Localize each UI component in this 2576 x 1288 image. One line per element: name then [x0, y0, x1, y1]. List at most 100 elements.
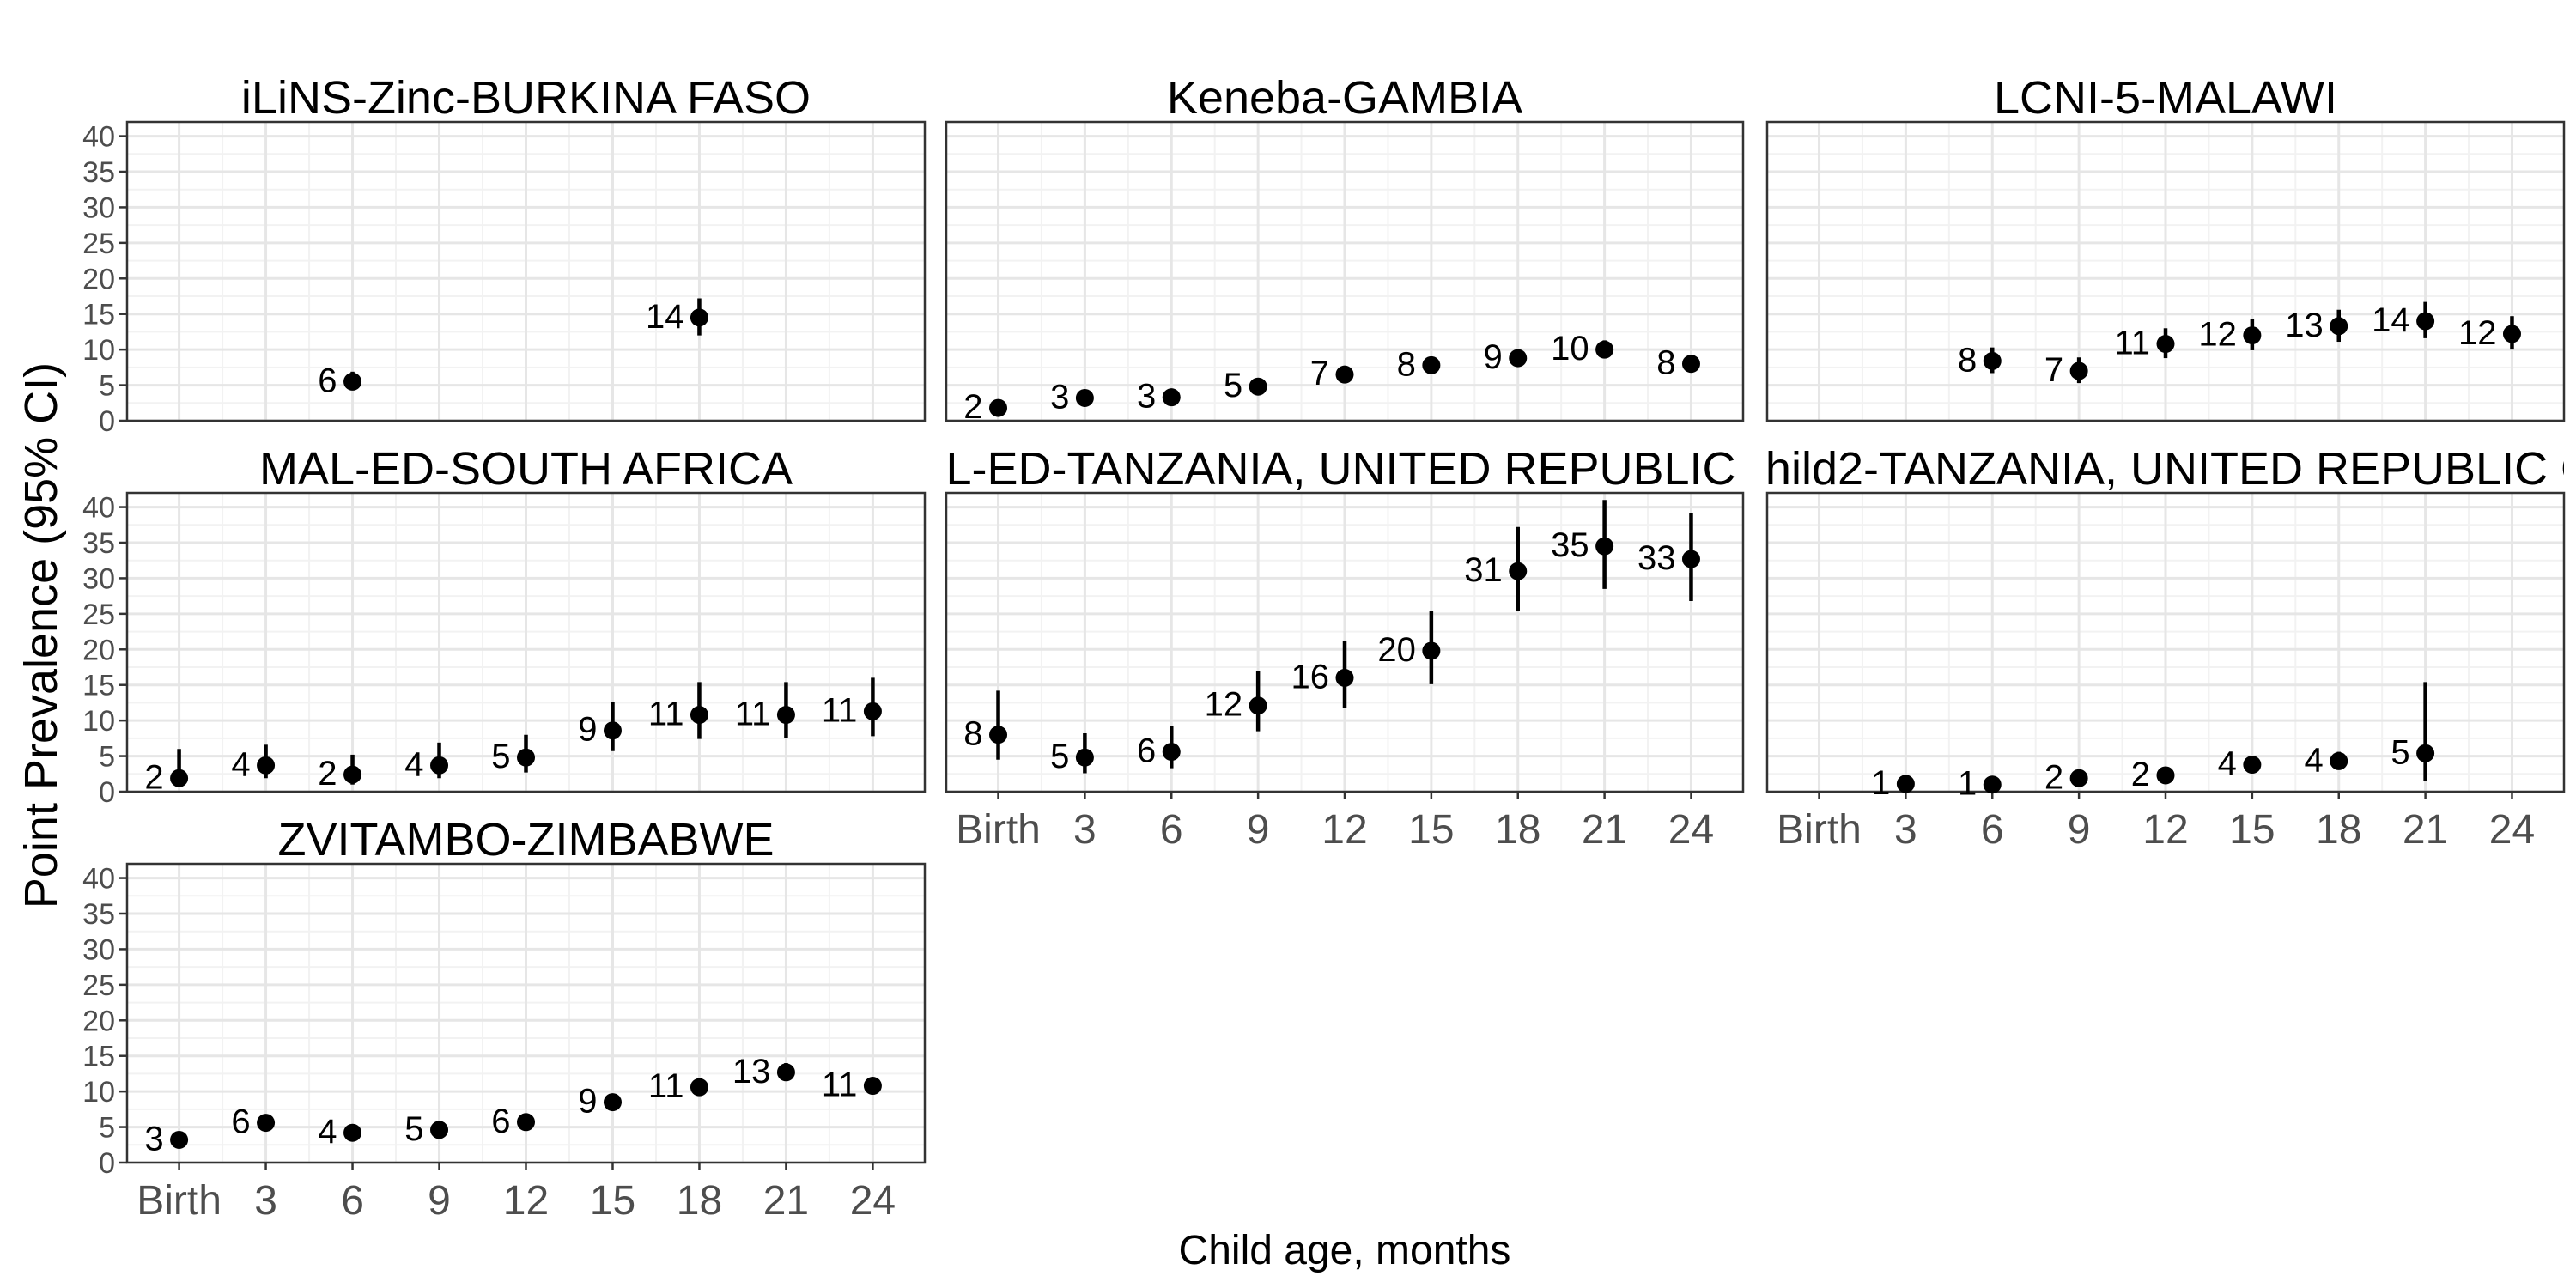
x-tick-label: 18: [2316, 807, 2361, 853]
data-point: [1595, 537, 1614, 556]
data-label: 7: [1310, 355, 1329, 392]
data-point: [1249, 377, 1267, 396]
data-point: [863, 702, 882, 720]
y-tick-label: 10: [82, 705, 115, 738]
data-label: 35: [1551, 526, 1589, 564]
data-point: [170, 769, 189, 787]
panel-title: iLiNS-Zinc-BURKINA FASO: [241, 72, 811, 124]
data-point: [1422, 641, 1441, 660]
data-label: 9: [578, 1083, 597, 1121]
data-label: 7: [2044, 351, 2063, 389]
data-point: [989, 398, 1008, 417]
y-axis-title: Point Prevalence (95% CI): [15, 362, 67, 908]
data-point: [1681, 550, 1700, 568]
panel-title: MAL-ED-TANZANIA, UNITED REPUBLIC OF: [876, 443, 1813, 495]
data-label: 33: [1637, 539, 1676, 577]
data-label: 1: [1871, 764, 1890, 802]
x-tick-label: 9: [428, 1178, 451, 1224]
x-tick-label: Birth: [1777, 807, 1862, 853]
data-label: 6: [491, 1103, 510, 1140]
data-label: 10: [1551, 330, 1589, 368]
x-tick-label: 15: [2229, 807, 2275, 853]
data-label: 9: [1483, 338, 1502, 376]
data-label: 6: [231, 1103, 250, 1141]
data-label: 2: [318, 755, 337, 793]
data-label: 2: [2131, 756, 2150, 793]
x-tick-label: 15: [1408, 807, 1454, 853]
data-label: 12: [2458, 314, 2497, 352]
data-point: [1983, 775, 2002, 794]
y-tick-label: 0: [99, 776, 115, 809]
x-tick-label: 24: [2489, 807, 2535, 853]
data-label: 4: [2304, 741, 2323, 779]
x-tick-label: 18: [1495, 807, 1540, 853]
data-point: [1075, 748, 1094, 767]
data-point: [343, 1123, 362, 1142]
panel-border: [125, 120, 927, 422]
y-tick-label: 0: [99, 405, 115, 438]
data-point: [690, 706, 708, 725]
data-label: 31: [1464, 551, 1503, 589]
data-label: 12: [2198, 316, 2237, 354]
data-label: 16: [1291, 658, 1330, 696]
panel-title: aChild2-TANZANIA, UNITED REPUBLIC OF: [1706, 443, 2576, 495]
panel-border: [1765, 120, 2566, 422]
data-label: 4: [2218, 745, 2237, 783]
x-axis-title: Child age, months: [1179, 1228, 1511, 1273]
data-label: 2: [2044, 758, 2063, 796]
data-point: [2069, 361, 2088, 380]
data-point: [1896, 775, 1915, 793]
x-tick-label: 15: [590, 1178, 635, 1224]
y-tick-label: 35: [82, 898, 115, 931]
data-label: 11: [648, 1067, 684, 1105]
data-label: 11: [822, 691, 858, 729]
panel-title: Keneba-GAMBIA: [1167, 72, 1522, 124]
y-tick-label: 15: [82, 1041, 115, 1073]
x-tick-label: 12: [503, 1178, 549, 1224]
y-tick-label: 0: [99, 1147, 115, 1180]
data-point: [1509, 562, 1528, 580]
data-label: 6: [318, 361, 337, 399]
x-tick-label: Birth: [956, 807, 1041, 853]
data-label: 14: [646, 298, 684, 336]
data-point: [517, 1113, 535, 1132]
y-tick-label: 10: [82, 334, 115, 367]
data-label: 5: [2391, 733, 2409, 771]
data-label: 5: [404, 1110, 423, 1148]
panels: iLiNS-Zinc-BURKINA FASO05101520253035406…: [82, 72, 2576, 1224]
data-label: 4: [318, 1113, 337, 1151]
y-tick-label: 20: [82, 263, 115, 295]
data-label: 3: [144, 1120, 163, 1157]
y-tick-label: 20: [82, 1005, 115, 1037]
y-tick-label: 35: [82, 527, 115, 560]
y-tick-label: 25: [82, 228, 115, 260]
data-label: 9: [578, 711, 597, 749]
x-tick-label: 9: [2068, 807, 2091, 853]
panel-title: LCNI-5-MALAWI: [1994, 72, 2337, 124]
data-label: 1: [1958, 765, 1977, 803]
x-tick-label: 3: [254, 1178, 277, 1224]
data-point: [2416, 744, 2435, 762]
data-label: 8: [963, 715, 982, 753]
data-label: 13: [2285, 307, 2324, 344]
data-label: 11: [648, 696, 684, 733]
y-tick-label: 5: [99, 1112, 115, 1145]
data-point: [863, 1077, 882, 1096]
data-point: [2156, 335, 2175, 354]
data-label: 2: [144, 758, 163, 796]
data-point: [170, 1130, 189, 1149]
data-label: 5: [1224, 367, 1242, 404]
panel-title: MAL-ED-SOUTH AFRICA: [259, 443, 793, 495]
data-label: 11: [2114, 325, 2150, 362]
data-point: [2502, 325, 2521, 343]
y-tick-label: 30: [82, 191, 115, 224]
data-point: [1162, 743, 1181, 762]
x-tick-label: Birth: [137, 1178, 222, 1224]
y-tick-label: 40: [82, 492, 115, 525]
data-point: [1335, 365, 1354, 384]
data-label: 8: [1656, 344, 1675, 382]
y-tick-label: 15: [82, 670, 115, 702]
